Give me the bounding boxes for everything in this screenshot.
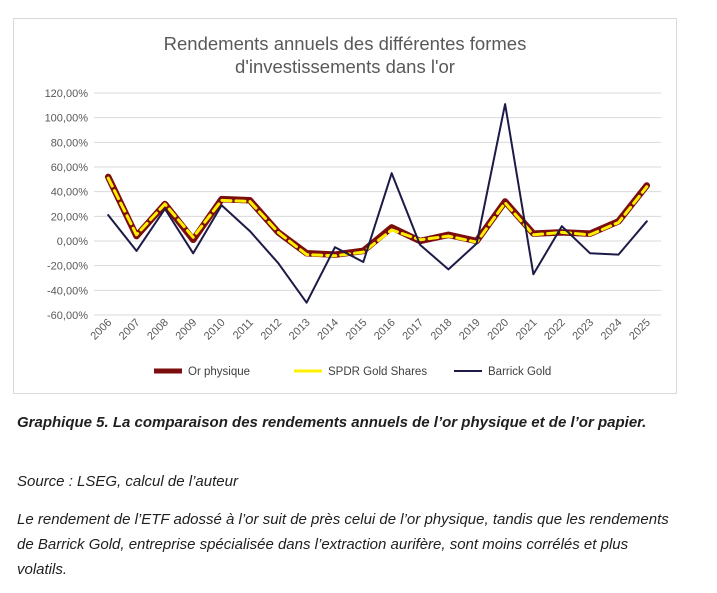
series-lines xyxy=(104,103,651,304)
figure-source: Source : LSEG, calcul de l’auteur xyxy=(17,473,238,490)
figure-description: Le rendement de l’ETF adossé à l’or suit… xyxy=(17,511,669,578)
gridlines xyxy=(94,92,661,316)
y-tick-label: 0,00% xyxy=(57,236,88,248)
x-tick-label: 2023 xyxy=(570,317,596,343)
legend-label-2: Barrick Gold xyxy=(488,366,551,378)
y-tick-label: 80,00% xyxy=(51,137,89,149)
x-tick-label: 2015 xyxy=(344,317,370,343)
x-tick-label: 2022 xyxy=(542,317,568,343)
chart-title-line-1: Rendements annuels des différentes forme… xyxy=(164,33,527,54)
x-tick-label: 2013 xyxy=(287,317,313,343)
x-tick-label: 2010 xyxy=(202,317,228,343)
x-tick-label: 2019 xyxy=(457,317,483,343)
x-tick-label: 2012 xyxy=(259,317,285,343)
series-line-2 xyxy=(107,103,648,304)
chart-title-line-2: d'investissements dans l'or xyxy=(235,56,455,77)
x-tick-label: 2014 xyxy=(315,317,341,343)
legend: Or physique SPDR Gold Shares Barrick Gold xyxy=(154,366,551,378)
y-axis-tick-labels: -60,00% -40,00% -20,00% 0,00% 20,00% 40,00% 60… xyxy=(45,88,89,322)
y-tick-label: 20,00% xyxy=(51,211,89,223)
x-tick-label: 2008 xyxy=(145,317,171,343)
x-tick-label: 2009 xyxy=(174,317,200,343)
x-tick-label: 2007 xyxy=(117,317,143,343)
chart-frame: Rendements annuels des différentes forme… xyxy=(13,18,677,394)
y-tick-label: 120,00% xyxy=(45,88,89,100)
y-tick-label: -60,00% xyxy=(47,310,88,322)
legend-label-1: SPDR Gold Shares xyxy=(328,366,427,378)
x-tick-label: 2011 xyxy=(231,317,256,342)
x-tick-label: 2021 xyxy=(514,317,540,343)
x-tick-label: 2017 xyxy=(400,317,426,343)
x-tick-label: 2006 xyxy=(88,317,114,343)
y-tick-label: -40,00% xyxy=(47,285,88,297)
x-tick-label: 2018 xyxy=(429,317,455,343)
figure-caption-title: Graphique 5. La comparaison des rendemen… xyxy=(17,414,647,431)
line-chart: Rendements annuels des différentes forme… xyxy=(45,33,661,378)
y-tick-label: 40,00% xyxy=(51,187,89,199)
x-tick-label: 2020 xyxy=(485,317,511,343)
y-tick-label: 60,00% xyxy=(51,162,89,174)
x-tick-label: 2024 xyxy=(599,317,625,343)
x-tick-label: 2016 xyxy=(372,317,398,343)
y-tick-label: 100,00% xyxy=(45,113,89,125)
x-tick-label: 2025 xyxy=(627,317,653,343)
legend-label-0: Or physique xyxy=(188,366,250,378)
x-axis-tick-labels: 2006 2007 2008 2009 2010 2011 2012 2013 2014 2015… xyxy=(88,317,652,343)
chart-title: Rendements annuels des différentes forme… xyxy=(164,33,527,77)
y-tick-label: -20,00% xyxy=(47,261,88,273)
